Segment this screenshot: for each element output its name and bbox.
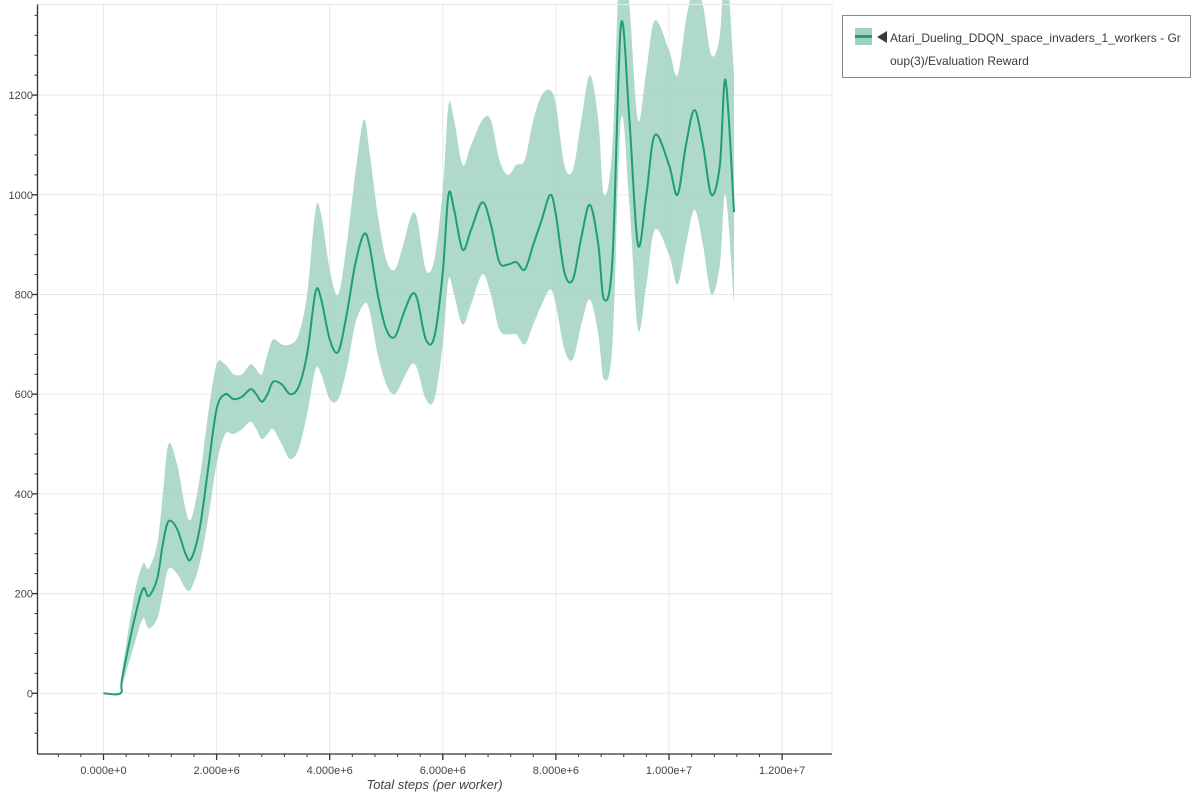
svg-text:8.000e+6: 8.000e+6 xyxy=(533,765,579,777)
svg-text:400: 400 xyxy=(15,489,33,501)
svg-text:6.000e+6: 6.000e+6 xyxy=(420,765,466,777)
svg-text:1.000e+7: 1.000e+7 xyxy=(646,765,692,777)
svg-text:0.000e+0: 0.000e+0 xyxy=(80,765,126,777)
svg-text:1.200e+7: 1.200e+7 xyxy=(759,765,805,777)
svg-text:2.000e+6: 2.000e+6 xyxy=(194,765,240,777)
svg-text:600: 600 xyxy=(15,389,33,401)
svg-text:1000: 1000 xyxy=(9,190,33,202)
svg-text:200: 200 xyxy=(15,589,33,601)
svg-text:800: 800 xyxy=(15,290,33,302)
svg-text:1200: 1200 xyxy=(9,90,33,102)
svg-text:0: 0 xyxy=(27,688,33,700)
svg-text:4.000e+6: 4.000e+6 xyxy=(307,765,353,777)
